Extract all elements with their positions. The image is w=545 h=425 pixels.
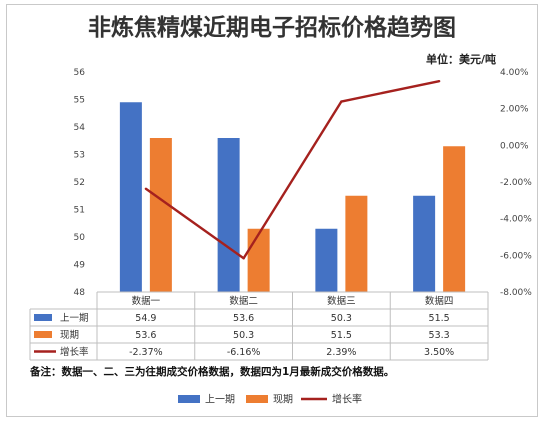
category-label: 数据一 bbox=[132, 295, 161, 307]
table-cell-value: 3.50% bbox=[424, 347, 454, 358]
table-cell-value: 50.3 bbox=[331, 313, 352, 324]
bar-previous bbox=[217, 138, 240, 292]
growth-rate-point bbox=[340, 100, 343, 103]
bar-current bbox=[149, 138, 172, 292]
y-right-tick-label: 2.00% bbox=[500, 105, 529, 115]
growth-rate-point bbox=[242, 257, 245, 260]
bar-current bbox=[345, 195, 368, 292]
category-label: 数据四 bbox=[425, 295, 454, 307]
table-legend-swatch bbox=[34, 331, 52, 338]
y-left-tick-label: 50 bbox=[74, 233, 86, 243]
y-left-tick-label: 49 bbox=[74, 261, 86, 271]
table-cell-value: 53.6 bbox=[233, 313, 254, 324]
growth-rate-line bbox=[145, 79, 440, 260]
table-cell-value: -2.37% bbox=[129, 347, 163, 358]
table-legend-swatch bbox=[34, 314, 52, 321]
category-label: 数据三 bbox=[327, 295, 356, 307]
table-cell-value: 51.5 bbox=[331, 330, 352, 341]
y-left-tick-label: 56 bbox=[74, 68, 86, 78]
legend-swatch bbox=[178, 395, 200, 403]
legend-label: 增长率 bbox=[332, 393, 362, 406]
table-cell-value: 53.3 bbox=[429, 330, 450, 341]
table-series-name: 现期 bbox=[60, 330, 79, 341]
y-right-tick-label: -2.00% bbox=[500, 178, 532, 188]
y-left-tick-label: 53 bbox=[74, 151, 85, 161]
legend-swatch bbox=[246, 395, 268, 403]
bar-previous bbox=[315, 228, 338, 292]
growth-rate-point bbox=[144, 187, 148, 190]
legend-label: 现期 bbox=[273, 394, 293, 406]
bar-current bbox=[247, 228, 270, 292]
bar-previous bbox=[413, 195, 436, 292]
y-right-tick-label: -8.00% bbox=[500, 288, 532, 298]
table-cell-value: 2.39% bbox=[326, 347, 356, 358]
table-cell-value: -6.16% bbox=[227, 347, 261, 358]
y-left-tick-label: 55 bbox=[74, 96, 85, 106]
y-left-tick-label: 52 bbox=[74, 178, 85, 188]
bar-current bbox=[443, 146, 466, 292]
unit-label: 单位：美元/吨 bbox=[426, 52, 496, 66]
table-cell-value: 54.9 bbox=[135, 313, 156, 324]
y-left-tick-label: 48 bbox=[74, 288, 86, 298]
table-series-name: 增长率 bbox=[60, 346, 89, 358]
y-right-tick-label: -6.00% bbox=[500, 251, 532, 261]
y-left-tick-label: 54 bbox=[74, 123, 86, 133]
table-cell-value: 53.6 bbox=[135, 330, 156, 341]
footnote: 备注：数据一、二、三为往期成交价格数据，数据四为1月最新成交价格数据。 bbox=[29, 365, 394, 378]
category-label: 数据二 bbox=[229, 295, 258, 307]
chart-title: 非炼焦精煤近期电子招标价格趋势图 bbox=[88, 14, 456, 41]
y-left-tick-label: 51 bbox=[74, 206, 85, 216]
legend-label: 上一期 bbox=[205, 394, 235, 406]
y-right-tick-label: 4.00% bbox=[500, 68, 529, 78]
table-cell-value: 51.5 bbox=[429, 313, 450, 324]
y-right-tick-label: -4.00% bbox=[500, 215, 532, 225]
growth-rate-point bbox=[437, 79, 441, 83]
table-cell-value: 50.3 bbox=[233, 330, 254, 341]
bar-previous bbox=[119, 102, 142, 292]
y-right-tick-label: 0.00% bbox=[500, 141, 529, 151]
table-series-name: 上一期 bbox=[60, 313, 89, 324]
